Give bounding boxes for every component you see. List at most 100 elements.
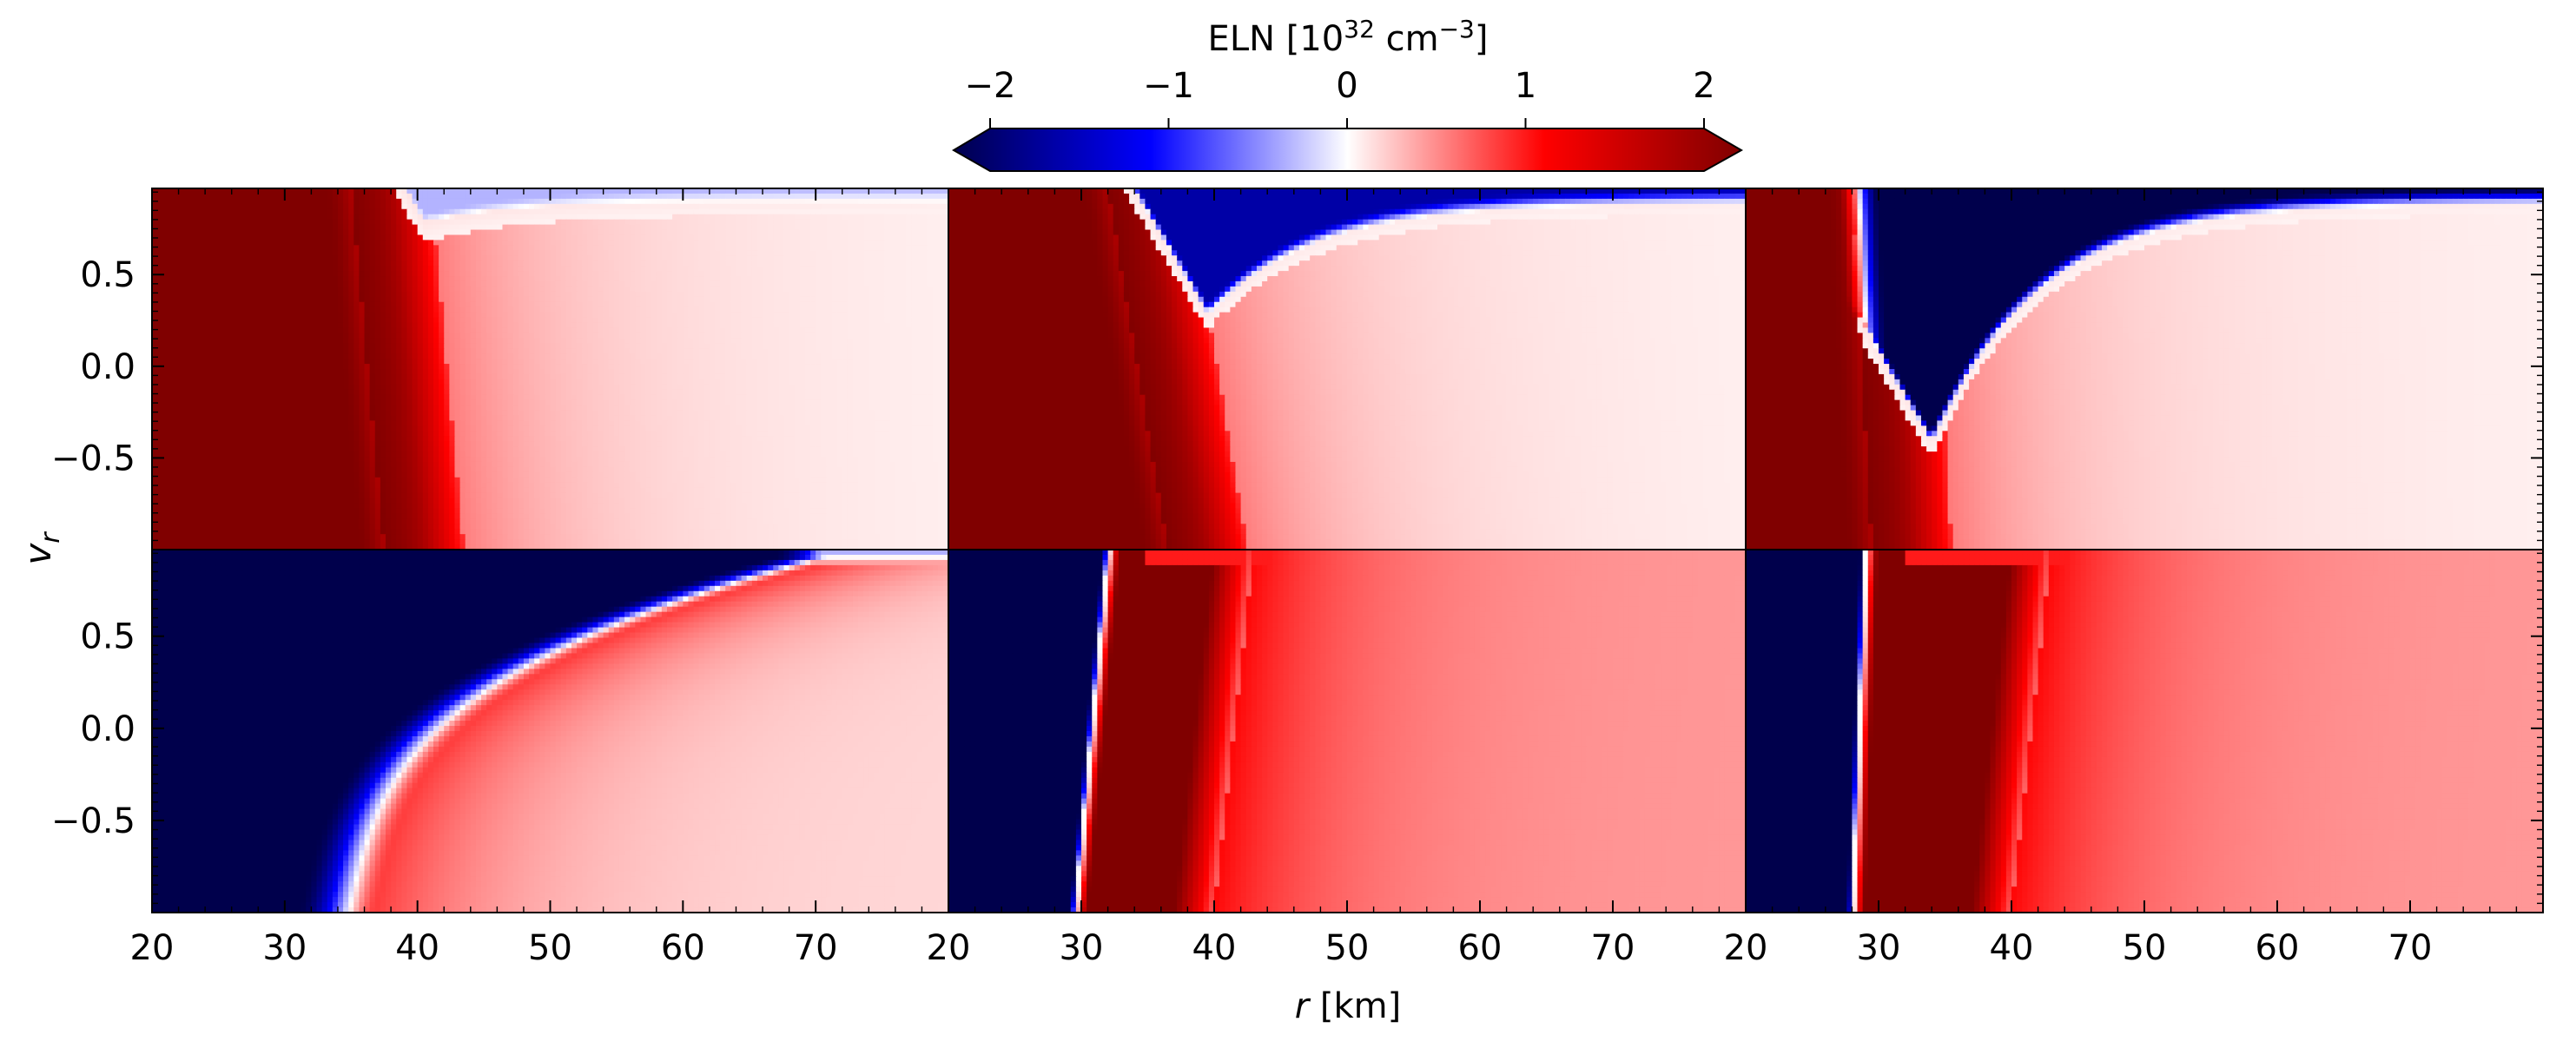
heatmap-cell <box>353 199 360 205</box>
heatmap-cell <box>848 194 854 200</box>
heatmap-cell <box>227 234 233 241</box>
heatmap-cell <box>869 266 875 272</box>
heatmap-cell <box>524 240 530 246</box>
heatmap-cell <box>551 271 557 277</box>
heatmap-cell <box>481 245 487 251</box>
heatmap-cell <box>566 255 572 261</box>
heatmap-cell <box>683 260 689 267</box>
heatmap-cell <box>370 260 376 267</box>
heatmap-cell <box>481 266 487 272</box>
heatmap-cell <box>795 199 801 205</box>
heatmap-cell <box>906 234 912 241</box>
heatmap-cell <box>789 230 796 236</box>
heatmap-cell <box>556 250 562 256</box>
heatmap-cell <box>646 225 652 231</box>
heatmap-cell <box>306 209 312 215</box>
heatmap-cell <box>619 204 625 210</box>
heatmap-cell <box>551 230 557 236</box>
heatmap-cell <box>481 225 487 231</box>
heatmap-cell <box>210 225 216 231</box>
heatmap-cell <box>221 276 227 282</box>
heatmap-cell <box>789 250 796 256</box>
heatmap-cell <box>747 271 753 277</box>
heatmap-cell <box>885 250 891 256</box>
heatmap-cell <box>227 245 233 251</box>
heatmap-cell <box>413 204 419 210</box>
heatmap-cell <box>232 250 238 256</box>
heatmap-cell <box>428 199 434 205</box>
heatmap-cell <box>768 209 774 215</box>
heatmap-cell <box>704 271 710 277</box>
heatmap-cell <box>529 204 535 210</box>
heatmap-cell <box>274 230 281 236</box>
heatmap-cell <box>460 250 466 256</box>
heatmap-cell <box>826 214 832 221</box>
heatmap-cell <box>832 209 838 215</box>
heatmap-cell <box>789 234 796 241</box>
heatmap-cell <box>370 255 376 261</box>
heatmap-cell <box>587 204 593 210</box>
heatmap-cell <box>609 255 615 261</box>
heatmap-cell <box>651 225 657 231</box>
heatmap-cell <box>497 266 503 272</box>
heatmap-cell <box>710 214 716 221</box>
heatmap-cell <box>651 230 657 236</box>
heatmap-cell <box>205 209 211 215</box>
heatmap-cell <box>317 209 323 215</box>
heatmap-cell <box>587 220 593 226</box>
heatmap-cell <box>327 234 334 241</box>
heatmap-cell <box>248 260 254 267</box>
heatmap-cell <box>752 266 758 272</box>
heatmap-cell <box>651 271 657 277</box>
heatmap-cell <box>747 255 753 261</box>
heatmap-cell <box>184 199 190 205</box>
heatmap-cell <box>906 260 912 267</box>
heatmap-cell <box>688 194 694 200</box>
heatmap-cell <box>497 271 503 277</box>
heatmap-cell <box>285 266 291 272</box>
heatmap-cell <box>694 220 700 226</box>
heatmap-cell <box>476 271 482 277</box>
heatmap-cell <box>168 214 174 221</box>
heatmap-cell <box>317 230 323 236</box>
heatmap-cell <box>232 220 238 226</box>
heatmap-cell <box>391 199 397 205</box>
heatmap-cell <box>624 204 631 210</box>
heatmap-cell <box>497 230 503 236</box>
heatmap-cell <box>343 266 349 272</box>
heatmap-cell <box>268 214 274 221</box>
heatmap-cell <box>869 250 875 256</box>
heatmap-cell <box>200 245 206 251</box>
heatmap-cell <box>242 230 248 236</box>
heatmap-cell <box>418 214 424 221</box>
heatmap-cell <box>195 204 201 210</box>
heatmap-cell <box>268 199 274 205</box>
heatmap-cell <box>433 250 439 256</box>
heatmap-cell <box>359 220 365 226</box>
heatmap-cell <box>916 225 922 231</box>
heatmap-cell <box>742 266 748 272</box>
heatmap-cell <box>439 230 445 236</box>
heatmap-cell <box>545 266 551 272</box>
heatmap-cell <box>195 276 201 282</box>
heatmap-cell <box>928 260 934 267</box>
heatmap-cell <box>858 250 864 256</box>
heatmap-cell <box>773 194 779 200</box>
heatmap-cell <box>466 266 472 272</box>
heatmap-cell <box>837 260 843 267</box>
heatmap-cell <box>773 220 779 226</box>
heatmap-cell <box>413 266 419 272</box>
colorbar-tick-label: −2 <box>965 66 1016 106</box>
heatmap-cell <box>858 199 864 205</box>
heatmap-cell <box>423 260 429 267</box>
heatmap-cell <box>619 266 625 272</box>
heatmap-cell <box>502 204 508 210</box>
heatmap-cell <box>232 234 238 241</box>
heatmap-cell <box>901 245 907 251</box>
heatmap-cell <box>742 204 748 210</box>
heatmap-cell <box>173 204 179 210</box>
heatmap-cell <box>513 276 519 282</box>
heatmap-cell <box>688 250 694 256</box>
heatmap-cell <box>742 230 748 236</box>
heatmap-cell <box>413 255 419 261</box>
